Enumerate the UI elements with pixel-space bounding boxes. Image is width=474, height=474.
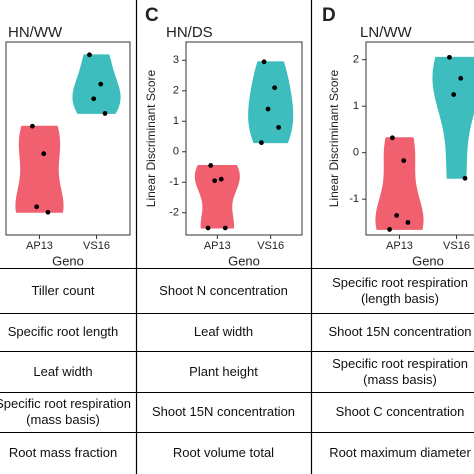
table-rule xyxy=(0,432,474,433)
plot-border xyxy=(365,41,474,236)
table-rule xyxy=(0,268,474,269)
y-axis-title: Linear Discriminant Score xyxy=(144,69,158,207)
y-tick-label: -1 xyxy=(349,193,359,205)
table-cell: Shoot N concentration xyxy=(159,282,288,298)
x-tick-label: AP13 xyxy=(204,240,231,252)
data-point xyxy=(205,225,211,231)
data-point xyxy=(30,123,35,129)
table-rule xyxy=(0,313,474,314)
data-point xyxy=(451,92,457,97)
data-point xyxy=(222,225,228,231)
violin-panel: D LN/WW -1 0 1 2 Linear Discriminant Score Geno… xyxy=(322,5,474,268)
table-cell: Shoot 15N concentration xyxy=(328,324,472,339)
data-point xyxy=(265,106,271,112)
x-axis-title: Geno xyxy=(412,253,444,268)
x-tick-label: VS16 xyxy=(443,240,470,252)
violin xyxy=(194,164,240,229)
y-tick-label: 1 xyxy=(353,100,359,112)
table-cell: Leaf width xyxy=(33,363,93,379)
data-point xyxy=(102,111,108,116)
data-point xyxy=(212,178,218,184)
table-rule xyxy=(0,392,474,393)
y-tick-label: 0 xyxy=(173,146,179,158)
y-tick-label: -2 xyxy=(169,207,179,219)
y-tick-label: -1 xyxy=(169,176,179,188)
x-axis-title: Geno xyxy=(228,253,260,268)
table-cell: Leaf width xyxy=(193,324,254,339)
data-point xyxy=(276,124,282,130)
data-point xyxy=(87,52,92,58)
violin xyxy=(15,125,64,213)
data-point xyxy=(91,96,97,102)
violin xyxy=(375,137,424,230)
data-point xyxy=(41,151,47,157)
data-point xyxy=(34,204,40,210)
table-cell: Specific root respiration (mass basis) xyxy=(332,355,468,387)
data-point xyxy=(390,135,395,141)
data-point xyxy=(259,140,264,146)
x-axis-title: Geno xyxy=(52,253,84,268)
panel-title: LN/WW xyxy=(360,24,413,41)
violin xyxy=(432,56,474,179)
data-point xyxy=(272,85,278,91)
data-point xyxy=(401,158,407,163)
table-cell: Tiller count xyxy=(31,282,95,298)
y-tick-label: 1 xyxy=(173,115,179,127)
table-cell: Specific root length xyxy=(7,324,119,339)
violin xyxy=(72,54,121,114)
data-point xyxy=(98,81,104,87)
panel-title: HN/WW xyxy=(8,24,63,41)
data-point xyxy=(462,175,468,181)
data-point xyxy=(45,209,51,215)
data-point xyxy=(208,163,214,168)
table-cell: Shoot 15N concentration xyxy=(151,404,296,419)
panel-label: D xyxy=(322,5,336,26)
x-tick-label: VS16 xyxy=(83,240,110,252)
x-tick-label: AP13 xyxy=(386,240,413,252)
table-cell: Root volume total xyxy=(172,445,275,460)
y-tick-label: 2 xyxy=(353,54,359,66)
table-cell: Shoot C concentration xyxy=(335,404,465,419)
violin xyxy=(248,61,294,144)
table-cell: Root maximum diameter xyxy=(329,445,471,460)
plot-border xyxy=(185,41,303,236)
data-point xyxy=(447,54,452,60)
table-cell: Plant height xyxy=(189,363,258,379)
x-tick-label: VS16 xyxy=(257,240,284,252)
panel-label: C xyxy=(145,5,159,26)
table-rule xyxy=(0,351,474,352)
data-point xyxy=(387,227,392,232)
y-axis-title: Linear Discriminant Score xyxy=(327,69,341,207)
y-tick-label: 0 xyxy=(353,147,359,159)
data-point xyxy=(394,213,400,218)
data-point xyxy=(218,176,224,182)
data-point xyxy=(458,75,464,81)
x-tick-label: AP13 xyxy=(26,240,53,252)
table-cell: Specific root respiration (length basis) xyxy=(332,274,468,306)
y-tick-label: 2 xyxy=(173,85,179,97)
plot-border xyxy=(5,41,131,236)
table-cell: Specific root respiration (mass basis) xyxy=(0,396,131,427)
data-point xyxy=(405,220,411,225)
violin-panel: C HN/DS -2 -1 0 1 2 3 Linear Discriminant Score G… xyxy=(144,5,303,268)
y-tick-label: 3 xyxy=(173,54,179,66)
panel-title: HN/DS xyxy=(166,24,213,41)
data-point xyxy=(261,59,267,65)
table-cell: Root mass fraction xyxy=(8,445,118,460)
